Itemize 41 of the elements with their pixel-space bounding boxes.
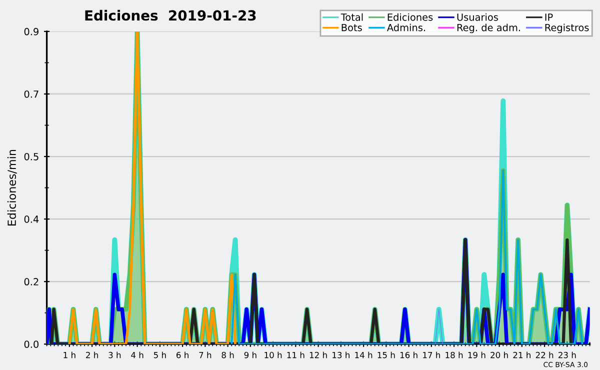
chart-title: Ediciones 2019-01-23 (85, 10, 256, 21)
x-tick-label: 13 h (332, 352, 350, 358)
x-tick-label: 7 h (199, 352, 212, 358)
x-tick-label: 19 h (468, 352, 486, 358)
legend-label: Bots (342, 24, 362, 32)
x-tick-label: 11 h (287, 352, 304, 358)
legend-label: Reg. de adm. (457, 24, 520, 34)
x-tick-label: 12 h (310, 352, 327, 358)
x-tick-label: 20 h (490, 352, 508, 358)
x-tick-label: 14 h (355, 352, 372, 358)
x-tick-label: 10 h (264, 352, 282, 358)
x-tick-label: 2 h (86, 352, 98, 358)
x-tick-label: 22 h (536, 352, 554, 358)
x-tick-label: 3 h (108, 352, 121, 358)
y-tick-label: 0.9 (24, 28, 38, 36)
y-tick-label: 0.0 (24, 340, 39, 348)
x-tick-label: 16 h (400, 352, 418, 358)
x-tick-label: 9 h (244, 352, 256, 358)
legend-label: Registros (545, 24, 589, 34)
y-tick-label: 0.2 (24, 278, 38, 286)
y-tick-label: 0.5 (24, 152, 38, 160)
x-tick-label: 15 h (378, 352, 395, 358)
line-series (68, 31, 237, 344)
x-tick-label: 6 h (176, 352, 188, 358)
x-tick-label: 23 h (558, 352, 576, 358)
y-tick-label: 0.4 (24, 216, 39, 223)
x-tick-label: 5 h (154, 352, 166, 358)
legend-label: Total (340, 13, 363, 21)
x-tick-label: 18 h (446, 352, 463, 358)
y-axis-title: Ediciones/min (7, 150, 17, 226)
x-tick-label: 21 h (513, 352, 530, 358)
x-tick-label: 4 h (131, 352, 144, 358)
legend-label: Usuarios (457, 13, 498, 21)
x-tick-label: 1 h (64, 352, 76, 358)
x-tick-label: 8 h (222, 352, 234, 358)
legend-label: IP (545, 14, 553, 21)
legend-label: Ediciones (388, 13, 433, 21)
y-tick-label: 0.7 (24, 90, 38, 98)
legend-label: Admins. (386, 24, 425, 32)
x-tick-label: 17 h (423, 352, 440, 358)
line-series (230, 169, 584, 344)
